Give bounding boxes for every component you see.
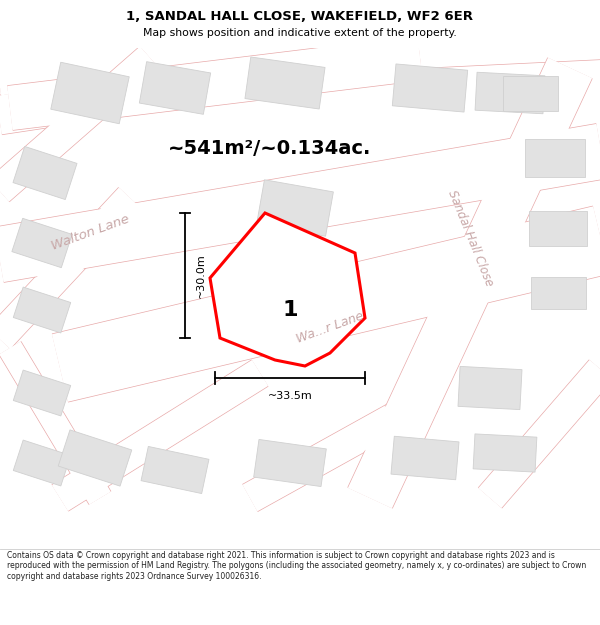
- Polygon shape: [13, 146, 77, 199]
- Polygon shape: [392, 64, 467, 112]
- Polygon shape: [13, 287, 71, 333]
- Text: Map shows position and indicative extent of the property.: Map shows position and indicative extent…: [143, 28, 457, 38]
- Polygon shape: [58, 430, 132, 486]
- Polygon shape: [210, 213, 365, 366]
- Text: ~30.0m: ~30.0m: [196, 253, 206, 298]
- Text: 1, SANDAL HALL CLOSE, WAKEFIELD, WF2 6ER: 1, SANDAL HALL CLOSE, WAKEFIELD, WF2 6ER: [127, 9, 473, 22]
- Polygon shape: [141, 446, 209, 494]
- Polygon shape: [12, 218, 72, 268]
- Polygon shape: [13, 370, 71, 416]
- Polygon shape: [529, 211, 587, 246]
- Polygon shape: [475, 72, 545, 114]
- Text: ~541m²/~0.134ac.: ~541m²/~0.134ac.: [169, 139, 371, 158]
- Polygon shape: [139, 62, 211, 114]
- Text: Sandal Hall Close: Sandal Hall Close: [445, 188, 495, 288]
- Polygon shape: [250, 262, 320, 314]
- Polygon shape: [530, 277, 586, 309]
- Polygon shape: [245, 57, 325, 109]
- Polygon shape: [254, 439, 326, 486]
- Text: Wa...r Lane: Wa...r Lane: [295, 310, 365, 346]
- Text: Contains OS data © Crown copyright and database right 2021. This information is : Contains OS data © Crown copyright and d…: [7, 551, 586, 581]
- Polygon shape: [51, 62, 129, 124]
- Polygon shape: [391, 436, 459, 480]
- Text: Walton Lane: Walton Lane: [49, 213, 131, 253]
- Polygon shape: [257, 180, 334, 236]
- Text: ~33.5m: ~33.5m: [268, 391, 313, 401]
- Polygon shape: [473, 434, 537, 472]
- Polygon shape: [13, 440, 71, 486]
- Polygon shape: [525, 139, 585, 177]
- Polygon shape: [503, 76, 557, 111]
- Text: 1: 1: [283, 300, 298, 320]
- Polygon shape: [458, 366, 522, 409]
